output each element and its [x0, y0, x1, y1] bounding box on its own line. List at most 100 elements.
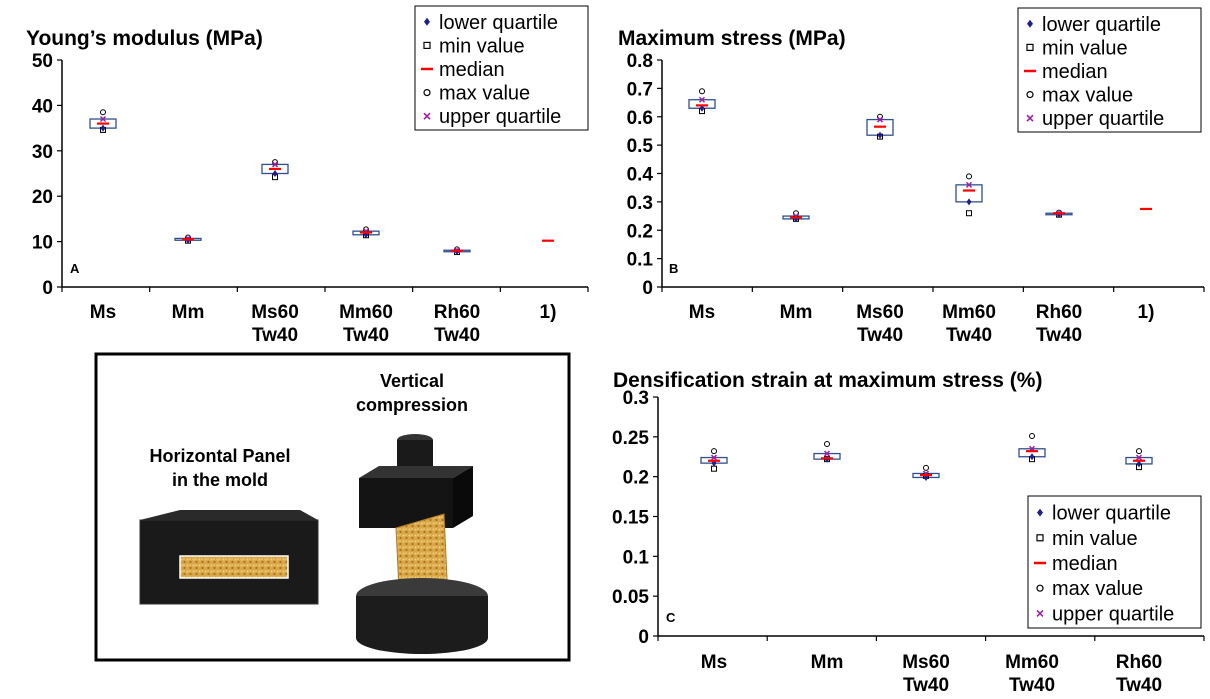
x-category-label: Mm60 Tw40 — [942, 302, 996, 346]
y-tick-label: 0.2 — [623, 468, 649, 489]
x-category-label-line: Ms — [689, 302, 715, 323]
max-value-marker — [1136, 448, 1142, 455]
y-tick-label: 0.25 — [612, 428, 649, 449]
legend-marker-upper-quartile — [1026, 114, 1034, 122]
x-category-label-line: Tw40 — [1036, 325, 1082, 346]
panel-label: B — [669, 261, 678, 276]
upper-quartile-marker — [1135, 454, 1143, 461]
chart-title: Densification strain at maximum stress (… — [613, 369, 1042, 392]
vertical-press-drawing — [356, 434, 488, 654]
legend-marker-max-value — [1036, 584, 1044, 592]
y-tick-label: 10 — [32, 233, 53, 254]
vertical-compression-label-2: compression — [356, 395, 468, 415]
x-category-label-line: Ms — [701, 652, 727, 673]
x-category-label-line: Mm60 — [1005, 652, 1059, 673]
x-category-label-line: Tw40 — [946, 325, 992, 346]
horizontal-panel-label-1: Horizontal Panel — [149, 446, 290, 466]
y-tick-label: 0.1 — [623, 547, 650, 568]
y-tick-label: 0 — [42, 278, 53, 299]
x-category-label: Mm60 Tw40 — [339, 302, 393, 346]
x-category-label-line: Tw40 — [1116, 675, 1162, 696]
x-category-label: Ms — [90, 302, 116, 323]
box-3 — [912, 464, 940, 481]
legend-label: upper quartile — [439, 106, 561, 128]
box-5 — [1045, 209, 1073, 219]
x-category-label: Mm — [172, 302, 205, 323]
chart-title: Young’s modulus (MPa) — [26, 27, 263, 50]
legend-marker-upper-quartile — [423, 112, 431, 120]
y-tick-label: 0 — [638, 627, 649, 648]
upper-quartile-marker — [823, 450, 831, 457]
legend-marker-lower-quartile — [424, 17, 430, 26]
legend-frame — [414, 5, 589, 131]
chart-panel-c: Densification strain at maximum stress (… — [612, 369, 1205, 696]
y-tick-label: 0 — [642, 278, 653, 299]
x-category-label-line: 1) — [540, 302, 557, 323]
upper-quartile-marker — [271, 161, 279, 168]
horizontal-panel-label-2: in the mold — [172, 470, 268, 490]
y-tick-label: 0.4 — [627, 165, 654, 186]
x-category-label: Ms60 Tw40 — [251, 302, 299, 346]
upper-quartile-marker — [876, 116, 884, 123]
panel-label: C — [666, 610, 676, 625]
x-category-label-line: Tw40 — [434, 325, 480, 346]
x-category-label-line: Rh60 — [1116, 652, 1162, 673]
legend-label: min value — [1042, 37, 1128, 59]
lower-quartile-marker — [966, 198, 972, 206]
max-value-marker — [966, 173, 972, 180]
y-tick-label: 20 — [32, 187, 53, 208]
legend-marker-upper-quartile — [1036, 609, 1044, 617]
y-tick-label: 0.8 — [627, 51, 653, 72]
x-category-label-line: Ms60 — [251, 302, 299, 323]
x-category-label-line: Mm — [172, 302, 205, 323]
max-value-marker — [100, 109, 106, 116]
y-tick-label: 30 — [32, 142, 53, 163]
box-4 — [955, 173, 983, 217]
legend-label: lower quartile — [439, 12, 558, 34]
chart-panel-a: Young’s modulus (MPa) 0 10 20 30 40 50 Ms Mm Ms60… — [26, 5, 589, 346]
x-category-label: Rh60 Tw40 — [434, 302, 480, 346]
x-category-label: 1) — [1138, 302, 1155, 323]
legend-label: median — [1042, 61, 1108, 83]
lower-quartile-marker — [1029, 453, 1035, 461]
x-category-label-line: Tw40 — [1009, 675, 1055, 696]
legend-label: upper quartile — [1042, 108, 1164, 130]
x-category-label-line: Rh60 — [434, 302, 480, 323]
y-tick-label: 50 — [32, 51, 53, 72]
legend-label: median — [1052, 553, 1118, 575]
legend-marker-lower-quartile — [1027, 19, 1033, 28]
x-category-label-line: Ms60 — [856, 302, 904, 323]
chart-panel-b: Maximum stress (MPa) 0 0.1 0.2 0.3 0.4 0.5 0.6 0… — [618, 7, 1205, 346]
legend-c: lower quartile min value median max value up… — [1027, 495, 1202, 629]
box-1 — [89, 109, 117, 133]
legend-marker-min-value — [1036, 534, 1044, 542]
x-category-label: Mm — [811, 652, 844, 673]
box-3 — [866, 113, 894, 140]
legend-frame — [1017, 7, 1202, 133]
lower-quartile-marker — [272, 170, 278, 177]
max-value-marker — [923, 464, 929, 471]
x-category-label-line: Ms60 — [902, 652, 950, 673]
y-tick-label: 0.15 — [612, 508, 649, 529]
legend-marker-min-value — [1026, 43, 1034, 52]
vertical-compression-label-1: Vertical — [380, 371, 444, 391]
y-tick-label: 0.2 — [627, 221, 653, 242]
x-category-label-line: Mm — [780, 302, 813, 323]
x-category-label-line: Rh60 — [1036, 302, 1082, 323]
chart-title: Maximum stress (MPa) — [618, 27, 846, 50]
upper-quartile-marker — [965, 181, 973, 188]
panel-label: A — [70, 261, 80, 276]
upper-quartile-marker — [698, 96, 706, 103]
box-2 — [813, 441, 841, 463]
x-category-label: Ms — [689, 302, 715, 323]
y-tick-label: 0.1 — [627, 250, 654, 271]
upper-quartile-marker — [99, 115, 107, 123]
box-2 — [782, 210, 810, 223]
x-category-label-line: Ms — [90, 302, 116, 323]
box-5 — [1125, 448, 1153, 471]
y-tick-label: 0.7 — [627, 79, 653, 100]
lower-quartile-marker — [877, 131, 883, 139]
horizontal-mold-drawing — [139, 510, 319, 605]
